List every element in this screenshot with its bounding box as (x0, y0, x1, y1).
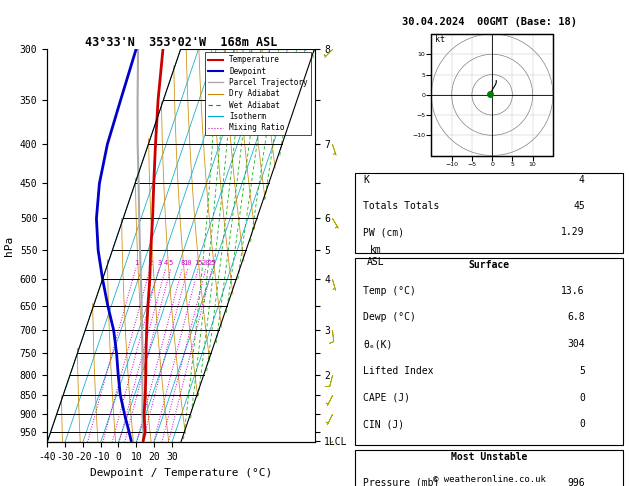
Y-axis label: km
ASL: km ASL (367, 245, 384, 267)
Text: 1: 1 (134, 260, 138, 266)
Text: 45: 45 (573, 201, 585, 211)
Text: 5: 5 (169, 260, 173, 266)
Text: θₑ(K): θₑ(K) (363, 339, 392, 349)
Text: 4: 4 (164, 260, 168, 266)
Text: 20: 20 (202, 260, 210, 266)
Text: Temp (°C): Temp (°C) (363, 286, 416, 296)
Text: 0: 0 (579, 393, 585, 403)
Text: kt: kt (435, 35, 445, 44)
Text: K: K (363, 175, 369, 185)
Text: 15: 15 (194, 260, 203, 266)
Text: PW (cm): PW (cm) (363, 227, 404, 238)
Bar (355, 258, 623, 445)
Y-axis label: hPa: hPa (4, 235, 14, 256)
Text: © weatheronline.co.uk: © weatheronline.co.uk (433, 474, 545, 484)
Text: 6.8: 6.8 (567, 312, 585, 323)
Text: 13.6: 13.6 (561, 286, 585, 296)
Text: Lifted Index: Lifted Index (363, 366, 433, 376)
Text: 1.29: 1.29 (561, 227, 585, 238)
Text: 5: 5 (579, 366, 585, 376)
Text: 304: 304 (567, 339, 585, 349)
Text: Totals Totals: Totals Totals (363, 201, 440, 211)
Text: CIN (J): CIN (J) (363, 419, 404, 430)
Text: Surface: Surface (469, 260, 509, 270)
Text: 0: 0 (579, 419, 585, 430)
X-axis label: Dewpoint / Temperature (°C): Dewpoint / Temperature (°C) (90, 468, 272, 478)
Legend: Temperature, Dewpoint, Parcel Trajectory, Dry Adiabat, Wet Adiabat, Isotherm, Mi: Temperature, Dewpoint, Parcel Trajectory… (204, 52, 311, 135)
Title: 43°33'N  353°02'W  168m ASL: 43°33'N 353°02'W 168m ASL (85, 35, 277, 49)
Bar (355, 450, 623, 486)
Bar (355, 173, 623, 253)
Text: CAPE (J): CAPE (J) (363, 393, 410, 403)
Text: 3: 3 (157, 260, 161, 266)
Text: Most Unstable: Most Unstable (451, 452, 527, 462)
Text: 30.04.2024  00GMT (Base: 18): 30.04.2024 00GMT (Base: 18) (401, 17, 577, 27)
Text: 10: 10 (184, 260, 192, 266)
Text: 4: 4 (579, 175, 585, 185)
Text: 2: 2 (148, 260, 152, 266)
Text: Pressure (mb): Pressure (mb) (363, 478, 440, 486)
Text: 996: 996 (567, 478, 585, 486)
Text: 25: 25 (208, 260, 216, 266)
Text: 8: 8 (180, 260, 184, 266)
Text: Dewp (°C): Dewp (°C) (363, 312, 416, 323)
